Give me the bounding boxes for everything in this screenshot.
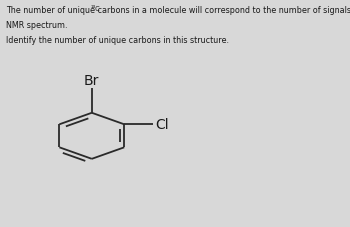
Text: The number of unique carbons in a molecule will correspond to the number of sign: The number of unique carbons in a molecu… [6, 6, 350, 15]
Text: Cl: Cl [155, 118, 169, 132]
Text: Br: Br [84, 73, 99, 87]
Text: ¹³C: ¹³C [91, 6, 100, 12]
Text: Identify the number of unique carbons in this structure.: Identify the number of unique carbons in… [6, 36, 229, 45]
Text: NMR spectrum.: NMR spectrum. [6, 20, 68, 29]
